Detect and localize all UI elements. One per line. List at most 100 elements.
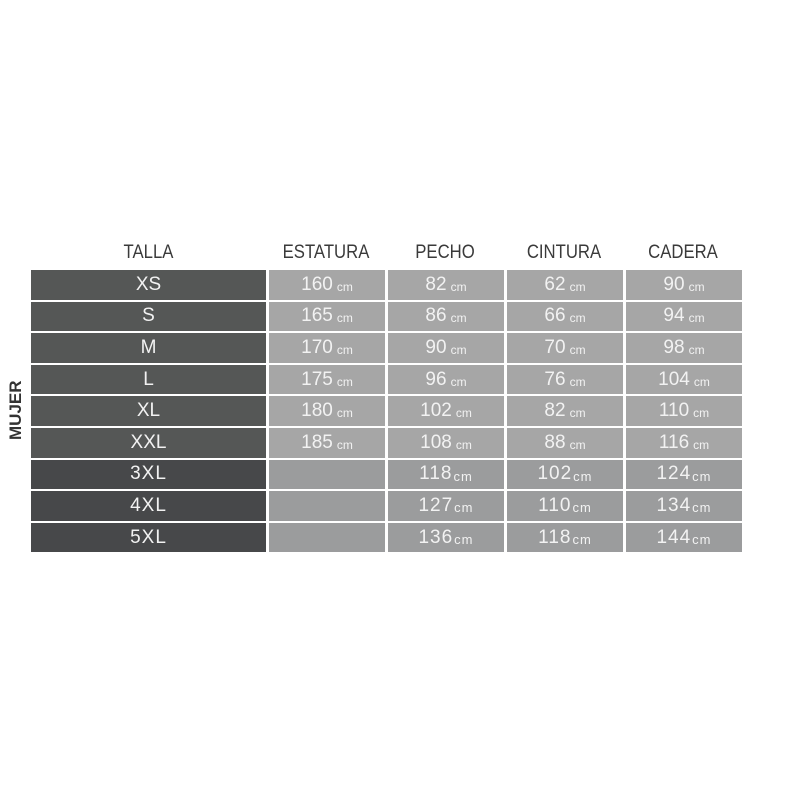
measurement-value: 108 — [420, 431, 452, 453]
measurement-value: 185 — [301, 431, 333, 453]
cintura-cell: 76 cm — [507, 364, 623, 395]
measurement-value: 170 — [301, 336, 333, 358]
unit-label: cm — [692, 500, 712, 516]
unit-label: cm — [693, 374, 710, 389]
size-label-cell: S — [31, 301, 266, 332]
size-label-cell: L — [31, 364, 266, 395]
pecho-cell: 96 cm — [388, 364, 504, 395]
pecho-cell: 90 cm — [388, 333, 504, 363]
cintura-cell: 118 cm — [507, 522, 623, 553]
side-label-mujer: MUJER — [6, 380, 25, 440]
unit-label: cm — [450, 279, 467, 294]
measurement-value: 160 — [301, 273, 333, 295]
estatura-cell: 165 cm — [269, 301, 385, 332]
measurement-value: 136 — [418, 526, 454, 548]
column-header-talla: TALLA — [123, 242, 174, 263]
unit-label: cm — [454, 500, 474, 516]
measurement-value: 144 — [656, 526, 692, 548]
unit-label: cm — [573, 468, 593, 484]
unit-label: cm — [450, 374, 467, 389]
unit-label: cm — [693, 437, 710, 452]
cadera-cell: 134 cm — [626, 491, 742, 521]
measurement-value: 98 — [663, 336, 685, 358]
pecho-cell: 86 cm — [388, 301, 504, 332]
measurement-value: 118 — [419, 463, 453, 485]
measurement-value: 102 — [537, 463, 573, 485]
measurement-value: 66 — [544, 305, 566, 327]
unit-label: cm — [572, 500, 592, 516]
measurement-value: 104 — [658, 368, 690, 390]
unit-label: cm — [455, 406, 472, 421]
cadera-cell: 116 cm — [626, 427, 742, 458]
unit-label: cm — [688, 342, 705, 357]
measurement-value: 76 — [544, 368, 566, 390]
size-label-cell: 3XL — [31, 459, 266, 490]
unit-label: cm — [336, 311, 353, 326]
unit-label: cm — [572, 532, 592, 548]
cintura-cell: 110 cm — [507, 491, 623, 521]
pecho-cell: 127 cm — [388, 491, 504, 521]
cintura-cell: 88 cm — [507, 427, 623, 458]
size-label-cell: 4XL — [31, 491, 266, 521]
estatura-cell: 170 cm — [269, 333, 385, 363]
unit-label: cm — [692, 468, 712, 484]
measurement-value: 116 — [658, 431, 690, 453]
unit-label: cm — [569, 406, 586, 421]
estatura-cell: 180 cm — [269, 396, 385, 426]
measurement-value: 127 — [418, 494, 454, 516]
unit-label: cm — [569, 279, 586, 294]
cadera-cell: 94 cm — [626, 301, 742, 332]
cadera-cell: 110 cm — [626, 396, 742, 426]
cadera-cell: 144 cm — [626, 522, 742, 553]
pecho-cell: 136 cm — [388, 522, 504, 553]
size-label-cell: XXL — [31, 427, 266, 458]
size-label-cell: M — [31, 333, 266, 363]
cintura-cell: 82 cm — [507, 396, 623, 426]
size-label-cell: XS — [31, 270, 266, 300]
cadera-cell: 90 cm — [626, 270, 742, 300]
unit-label: cm — [569, 374, 586, 389]
pecho-cell: 102 cm — [388, 396, 504, 426]
unit-label: cm — [450, 342, 467, 357]
measurement-value: 165 — [301, 305, 333, 327]
column-header-cadera: CADERA — [648, 242, 718, 263]
size-table: XS 160 cm 82 cm 62 cm 90 cm S 165 cm 86 cm 66 cm 94 cm M 17… — [31, 270, 742, 553]
measurement-value: 70 — [544, 336, 566, 358]
unit-label: cm — [454, 532, 474, 548]
measurement-value: 62 — [544, 273, 566, 295]
estatura-cell — [269, 522, 385, 553]
estatura-cell — [269, 491, 385, 521]
measurement-value: 82 — [425, 273, 447, 295]
cadera-cell: 124 cm — [626, 459, 742, 490]
unit-label: cm — [453, 468, 473, 484]
pecho-cell: 108 cm — [388, 427, 504, 458]
measurement-value: 134 — [656, 494, 692, 516]
size-label-cell: XL — [31, 396, 266, 426]
unit-label: cm — [569, 342, 586, 357]
measurement-value: 175 — [301, 368, 333, 390]
estatura-cell — [269, 459, 385, 490]
measurement-value: 102 — [420, 400, 452, 422]
unit-label: cm — [336, 374, 353, 389]
measurement-value: 118 — [538, 526, 572, 548]
unit-label: cm — [450, 311, 467, 326]
cintura-cell: 62 cm — [507, 270, 623, 300]
estatura-cell: 160 cm — [269, 270, 385, 300]
column-header-cintura: CINTURA — [526, 242, 602, 263]
column-header-pecho: PECHO — [415, 242, 475, 263]
cintura-cell: 102 cm — [507, 459, 623, 490]
measurement-value: 82 — [544, 400, 566, 422]
unit-label: cm — [688, 279, 705, 294]
pecho-cell: 82 cm — [388, 270, 504, 300]
unit-label: cm — [336, 406, 353, 421]
cintura-cell: 70 cm — [507, 333, 623, 363]
measurement-value: 110 — [538, 494, 572, 516]
unit-label: cm — [569, 437, 586, 452]
estatura-cell: 185 cm — [269, 427, 385, 458]
measurement-value: 124 — [656, 463, 692, 485]
unit-label: cm — [336, 279, 353, 294]
measurement-value: 94 — [663, 305, 685, 327]
measurement-value: 180 — [301, 400, 333, 422]
cadera-cell: 104 cm — [626, 364, 742, 395]
estatura-cell: 175 cm — [269, 364, 385, 395]
